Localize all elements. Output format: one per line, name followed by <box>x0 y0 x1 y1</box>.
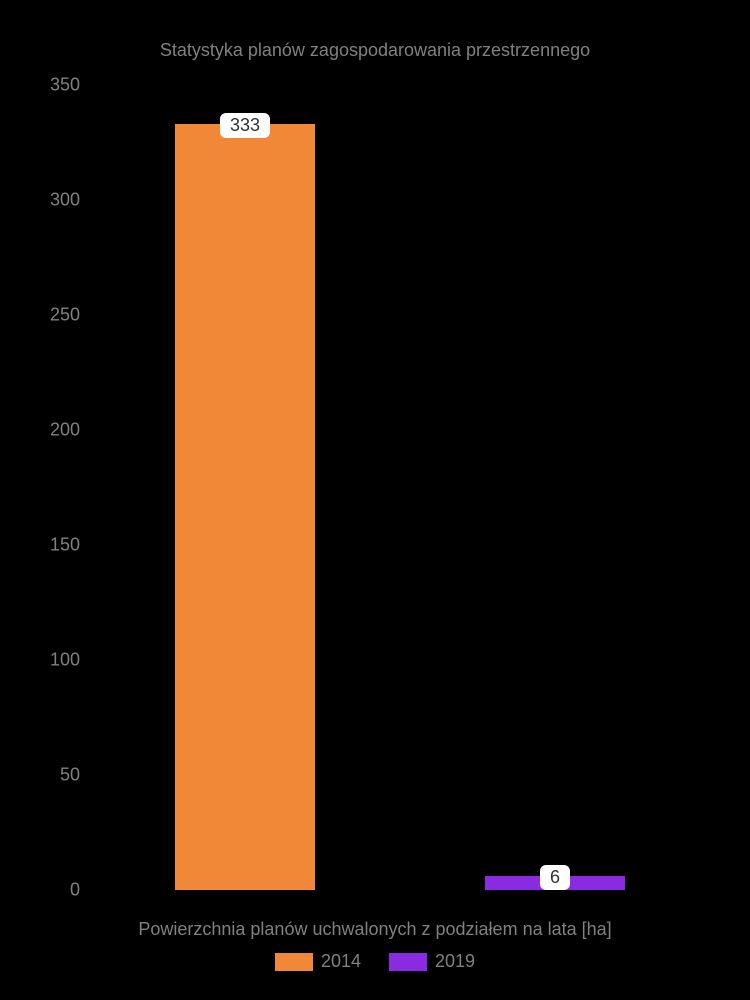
data-label: 6 <box>540 865 570 890</box>
y-tick: 150 <box>40 535 80 556</box>
legend-swatch <box>275 953 313 971</box>
legend-label: 2014 <box>321 951 361 972</box>
y-tick: 250 <box>40 305 80 326</box>
legend-item: 2014 <box>275 951 361 972</box>
bar <box>175 124 315 890</box>
legend-label: 2019 <box>435 951 475 972</box>
y-tick: 0 <box>40 880 80 901</box>
y-tick: 100 <box>40 650 80 671</box>
y-tick: 350 <box>40 75 80 96</box>
chart-title: Statystyka planów zagospodarowania przes… <box>0 40 750 61</box>
legend-item: 2019 <box>389 951 475 972</box>
legend: 2014 2019 <box>0 951 750 972</box>
data-label: 333 <box>220 113 270 138</box>
y-tick: 50 <box>40 765 80 786</box>
legend-swatch <box>389 953 427 971</box>
plot-area: 0501001502002503003503336 <box>90 85 710 890</box>
y-tick: 300 <box>40 190 80 211</box>
y-tick: 200 <box>40 420 80 441</box>
x-axis-label: Powierzchnia planów uchwalonych z podzia… <box>0 919 750 940</box>
chart-container: Statystyka planów zagospodarowania przes… <box>0 0 750 1000</box>
